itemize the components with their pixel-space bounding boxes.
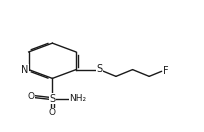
Text: S: S — [49, 94, 55, 104]
Text: F: F — [163, 66, 169, 76]
Text: NH₂: NH₂ — [70, 94, 87, 103]
Text: O: O — [49, 108, 56, 117]
Text: S: S — [96, 63, 102, 74]
Text: N: N — [21, 65, 28, 75]
Text: O: O — [27, 92, 34, 101]
